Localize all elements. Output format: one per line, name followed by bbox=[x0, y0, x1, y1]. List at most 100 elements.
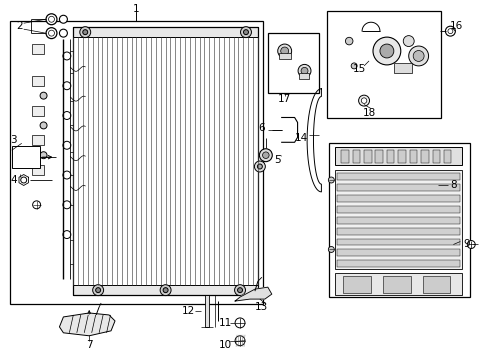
Circle shape bbox=[243, 30, 248, 35]
Bar bbox=[335, 147, 461, 165]
Text: 2: 2 bbox=[17, 21, 23, 31]
Circle shape bbox=[63, 231, 71, 239]
Circle shape bbox=[40, 92, 47, 99]
Circle shape bbox=[20, 177, 27, 183]
Bar bbox=[335, 273, 461, 295]
Circle shape bbox=[235, 318, 244, 328]
Bar bbox=[32, 165, 43, 175]
Text: 5: 5 bbox=[274, 155, 281, 165]
Text: 17: 17 bbox=[278, 94, 291, 104]
Bar bbox=[326, 11, 441, 118]
Bar bbox=[298, 73, 308, 79]
Circle shape bbox=[40, 122, 47, 129]
Circle shape bbox=[408, 46, 427, 66]
Polygon shape bbox=[60, 313, 115, 336]
Circle shape bbox=[262, 152, 268, 158]
Bar bbox=[364, 150, 371, 163]
Text: 1: 1 bbox=[132, 4, 139, 14]
Bar bbox=[337, 206, 459, 213]
Bar bbox=[337, 195, 459, 202]
Bar bbox=[32, 76, 43, 86]
Bar bbox=[335, 170, 461, 269]
Circle shape bbox=[298, 64, 310, 77]
Bar bbox=[409, 150, 416, 163]
Bar bbox=[337, 173, 459, 180]
Circle shape bbox=[280, 47, 288, 55]
Bar bbox=[32, 105, 43, 116]
Circle shape bbox=[63, 201, 71, 209]
Text: 9: 9 bbox=[462, 239, 468, 249]
Bar bbox=[432, 150, 439, 163]
Circle shape bbox=[63, 82, 71, 90]
Bar bbox=[420, 150, 427, 163]
Circle shape bbox=[240, 27, 251, 37]
Circle shape bbox=[63, 52, 71, 60]
Bar bbox=[382, 276, 410, 293]
Text: 18: 18 bbox=[362, 108, 375, 117]
Circle shape bbox=[235, 336, 244, 346]
Bar bbox=[337, 184, 459, 191]
Circle shape bbox=[48, 16, 54, 22]
Circle shape bbox=[63, 171, 71, 179]
Circle shape bbox=[379, 44, 393, 58]
Circle shape bbox=[259, 149, 272, 162]
Bar bbox=[393, 63, 411, 73]
Bar bbox=[328, 143, 469, 297]
Bar bbox=[337, 217, 459, 224]
Text: 11: 11 bbox=[218, 318, 231, 328]
Text: 6: 6 bbox=[258, 123, 264, 134]
Bar bbox=[386, 150, 393, 163]
Circle shape bbox=[350, 63, 356, 69]
Circle shape bbox=[63, 141, 71, 149]
Circle shape bbox=[237, 288, 242, 293]
Circle shape bbox=[33, 201, 41, 209]
Bar bbox=[73, 27, 257, 37]
Circle shape bbox=[372, 37, 400, 65]
Bar bbox=[337, 249, 459, 256]
Bar bbox=[398, 150, 405, 163]
Bar bbox=[375, 150, 382, 163]
Bar bbox=[73, 285, 257, 295]
Bar bbox=[443, 150, 450, 163]
Bar bbox=[267, 33, 319, 93]
Circle shape bbox=[257, 164, 262, 169]
Circle shape bbox=[358, 95, 369, 106]
Bar bbox=[337, 239, 459, 246]
Circle shape bbox=[234, 285, 245, 296]
Circle shape bbox=[412, 50, 423, 62]
Circle shape bbox=[445, 26, 454, 36]
Polygon shape bbox=[235, 287, 271, 301]
Bar bbox=[422, 276, 449, 293]
Circle shape bbox=[254, 161, 265, 172]
Bar bbox=[32, 135, 43, 145]
Circle shape bbox=[80, 27, 90, 37]
Circle shape bbox=[93, 285, 103, 296]
Bar bbox=[337, 228, 459, 235]
Circle shape bbox=[48, 30, 54, 36]
Bar bbox=[12, 146, 40, 168]
Text: 10: 10 bbox=[218, 340, 231, 350]
Bar bbox=[278, 53, 290, 59]
Circle shape bbox=[327, 177, 334, 183]
Circle shape bbox=[277, 44, 291, 58]
Text: 4: 4 bbox=[10, 175, 17, 185]
Circle shape bbox=[63, 112, 71, 120]
Bar bbox=[352, 150, 359, 163]
Circle shape bbox=[46, 14, 57, 25]
Text: 3: 3 bbox=[10, 135, 17, 145]
Text: 13: 13 bbox=[255, 302, 268, 312]
Circle shape bbox=[163, 288, 168, 293]
Bar bbox=[205, 295, 209, 327]
Circle shape bbox=[82, 30, 87, 35]
Circle shape bbox=[40, 152, 47, 159]
Circle shape bbox=[345, 37, 352, 45]
Text: 12: 12 bbox=[182, 306, 195, 316]
Text: 14: 14 bbox=[294, 133, 307, 143]
Circle shape bbox=[447, 29, 452, 33]
Bar bbox=[32, 44, 43, 54]
Circle shape bbox=[160, 285, 171, 296]
Bar bbox=[337, 260, 459, 267]
Circle shape bbox=[327, 247, 334, 252]
Text: 15: 15 bbox=[352, 64, 365, 74]
Text: 8: 8 bbox=[449, 180, 456, 190]
